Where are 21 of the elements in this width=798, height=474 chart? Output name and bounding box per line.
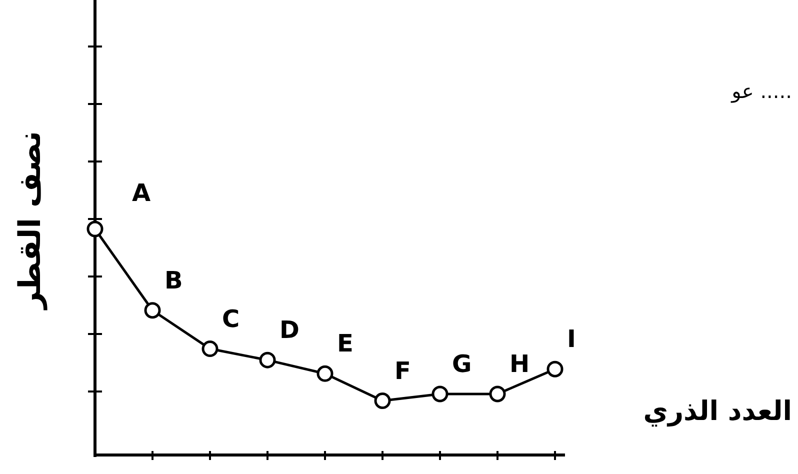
text: I — [567, 325, 576, 354]
annotation: F — [394, 356, 411, 385]
point — [374, 392, 391, 410]
x-axis-title: العدد الذري — [643, 396, 792, 427]
annotation: B — [164, 266, 183, 294]
point — [202, 340, 218, 358]
annotation: E — [337, 330, 354, 358]
annotation: C — [222, 304, 240, 333]
point — [86, 220, 104, 238]
annotation: D — [280, 316, 300, 344]
text: عو ..... — [730, 79, 792, 103]
point — [546, 360, 564, 378]
annotation: G — [452, 350, 472, 378]
point — [432, 386, 448, 402]
point — [144, 302, 161, 319]
text: A — [132, 179, 151, 207]
point — [259, 352, 276, 368]
point — [316, 365, 334, 382]
y-axis-title: نصف القطر — [13, 130, 48, 312]
annotation: H — [510, 350, 530, 378]
point — [489, 386, 506, 402]
